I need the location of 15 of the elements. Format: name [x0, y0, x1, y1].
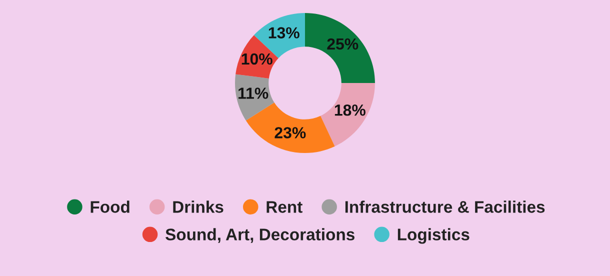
legend-label: Food [90, 200, 130, 213]
donut-slice [305, 13, 375, 83]
donut-slice [320, 83, 375, 146]
legend-label: Sound, Art, Decorations [166, 228, 354, 243]
data-label: 11% [238, 88, 268, 99]
legend-label: Logistics [398, 228, 470, 244]
donut-slice [246, 102, 335, 153]
data-label: 23% [274, 127, 306, 138]
data-label: 10% [242, 53, 272, 65]
legend-label: Rent [266, 201, 302, 213]
data-label: 25% [327, 38, 358, 50]
legend-label: Drinks [173, 200, 224, 213]
legend-label: Infrastructure & Facilities [345, 200, 545, 213]
data-label: 18% [334, 104, 366, 116]
data-label: 13% [268, 27, 300, 38]
